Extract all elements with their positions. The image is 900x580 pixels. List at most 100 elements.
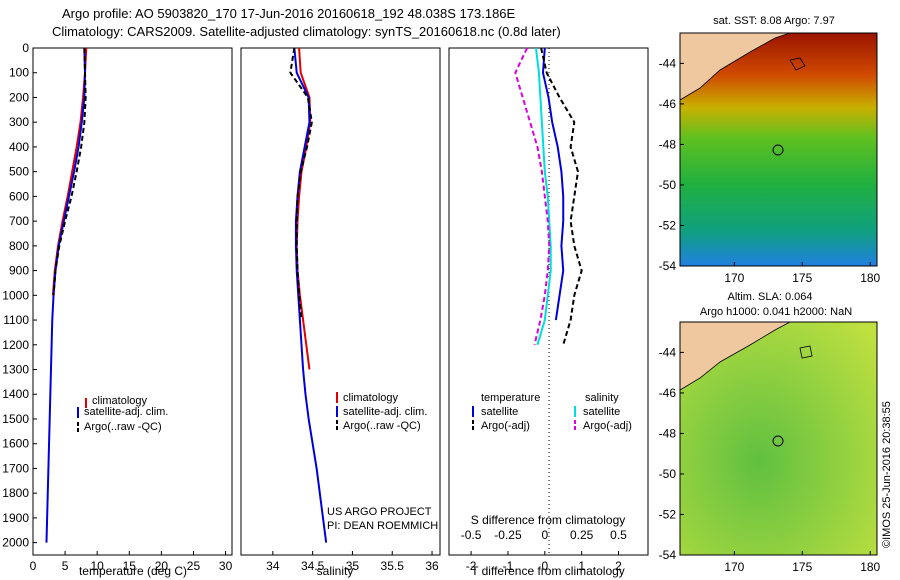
- temperature-legend: climatology satellite-adj. clim. Argo(..…: [77, 395, 168, 433]
- legend-s-argo: Argo(-adj): [583, 420, 632, 432]
- salinity-argo-line: [289, 47, 313, 321]
- legend-argo: Argo(..raw -QC): [84, 421, 162, 433]
- sla-map-subtitle: Argo h1000: 0.041 h2000: NaN: [700, 306, 852, 318]
- t-difference-xlabel: T difference from climatology: [471, 564, 625, 578]
- salinity-legend: climatology satellite-adj. clim. Argo(..…: [336, 392, 427, 432]
- x-tick-label: 15: [123, 559, 137, 573]
- s-diff-tick-label: 0.25: [570, 528, 594, 542]
- depth-tick-label: 600: [9, 189, 29, 203]
- s-diff-argo-line: [514, 47, 551, 346]
- depth-tick-label: 300: [9, 115, 29, 129]
- x-tick-label: 34.5: [301, 559, 325, 573]
- x-tick-label: 25: [187, 559, 201, 573]
- argo-line: [52, 47, 87, 296]
- lat-tick-label: -50: [659, 178, 677, 192]
- s-diff-satellite-line: [534, 47, 552, 346]
- x-tick-label: 0: [30, 559, 37, 573]
- depth-tick-label: 100: [9, 66, 29, 80]
- s-diff-tick-label: -0.5: [461, 528, 482, 542]
- sst-map-title: sat. SST: 8.08 Argo: 7.97: [713, 15, 835, 27]
- sla-lat-axis: -44 -46 -48 -50 -52 -54: [659, 345, 684, 562]
- lon-tick-label: 175: [792, 271, 812, 285]
- salinity-satellite-line: [293, 47, 328, 543]
- lon-tick-label: 170: [724, 271, 744, 285]
- legend-argo-s: Argo(..raw -QC): [343, 420, 421, 432]
- salinity-axes-frame: [240, 47, 441, 556]
- depth-tick-label: 0: [22, 41, 29, 55]
- legend-satellite-adj-s: satellite-adj. clim.: [343, 406, 427, 418]
- sst-argo-marker: [772, 144, 784, 156]
- t-diff-tick-label: 2: [615, 559, 622, 573]
- temperature-series: [45, 47, 88, 543]
- depth-tick-label: 1200: [2, 338, 29, 352]
- s-diff-tick-label: -0.25: [494, 528, 522, 542]
- sla-island-outline: [799, 345, 813, 359]
- legend-climatology: climatology: [92, 395, 148, 407]
- s-diff-tick-label: 0.5: [610, 528, 627, 542]
- sla-lon-axis: 170 175 180: [724, 551, 881, 574]
- x-tick-label: 34: [266, 559, 280, 573]
- header-line-1: Argo profile: AO 5903820_170 17-Jun-2016…: [62, 6, 516, 21]
- depth-tick-label: 700: [9, 214, 29, 228]
- x-tick-label: 35.5: [381, 559, 405, 573]
- lat-tick-label: -48: [659, 137, 677, 151]
- depth-tick-label: 900: [9, 264, 29, 278]
- x-tick-label: 20: [155, 559, 169, 573]
- legend-satellite-adj: satellite-adj. clim.: [84, 406, 168, 418]
- t-diff-tick-label: -2: [466, 559, 477, 573]
- lon-tick-label: 175: [792, 560, 812, 574]
- depth-tick-label: 500: [9, 165, 29, 179]
- x-tick-label: 36: [425, 559, 439, 573]
- difference-panel: -2 -1 0 1 2 -0.5 -0.25 0 0.25 0.5 T difference fr…: [448, 47, 649, 578]
- depth-tick-label: 2000: [2, 536, 29, 550]
- temperature-panel: 0100200300400500600700800900100011001200…: [2, 41, 232, 578]
- lat-tick-label: -44: [659, 56, 677, 70]
- s-difference-xlabel: S difference from climatology: [471, 513, 626, 527]
- legend-climatology-s: climatology: [343, 392, 399, 404]
- legend-t-satellite: satellite: [481, 406, 518, 418]
- t-diff-satellite-line: [541, 47, 565, 321]
- temperature-xaxis: 0 5 10 15 20 25 30: [30, 551, 233, 573]
- project-annotation: US ARGO PROJECT: [327, 506, 432, 518]
- sst-island-outline: [789, 57, 806, 71]
- difference-series: [514, 47, 583, 346]
- depth-tick-label: 400: [9, 140, 29, 154]
- sla-argo-marker: [772, 435, 784, 447]
- imos-timestamp: ©IMOS 25-Jun-2016 20:38:55: [881, 401, 893, 548]
- legend-s-satellite: satellite: [583, 406, 620, 418]
- t-diff-tick-label: 1: [578, 559, 585, 573]
- depth-tick-label: 1700: [2, 461, 29, 475]
- lat-tick-label: -54: [659, 259, 677, 273]
- salinity-xaxis: 34 34.5 35 35.5 36: [266, 551, 439, 573]
- t-diff-tick-label: 0: [541, 559, 548, 573]
- depth-tick-label: 200: [9, 90, 29, 104]
- depth-tick-label: 1600: [2, 437, 29, 451]
- t-diff-argo-line: [540, 47, 583, 346]
- lat-tick-label: -52: [659, 218, 677, 232]
- t-diff-tick-label: -1: [503, 559, 514, 573]
- sst-map-frame: [679, 32, 878, 267]
- lat-tick-label: -50: [659, 467, 677, 481]
- x-tick-label: 5: [62, 559, 69, 573]
- lon-tick-label: 180: [860, 271, 880, 285]
- lon-tick-label: 180: [860, 560, 880, 574]
- pi-annotation: PI: DEAN ROEMMICH: [327, 520, 438, 532]
- depth-tick-label: 1000: [2, 288, 29, 302]
- lat-tick-label: -44: [659, 345, 677, 359]
- legend-header-temperature: temperature: [481, 392, 540, 404]
- temperature-xlabel: temperature (deg C): [79, 564, 187, 578]
- lat-tick-label: -46: [659, 97, 677, 111]
- difference-xaxis: -2 -1 0 1 2 -0.5 -0.25 0 0.25 0.5: [461, 528, 627, 573]
- salinity-series: [289, 47, 328, 543]
- depth-tick-label: 1900: [2, 511, 29, 525]
- depth-tick-label: 1300: [2, 363, 29, 377]
- difference-legend: temperature salinity satellite Argo(-adj…: [472, 392, 632, 432]
- legend-header-salinity: salinity: [585, 392, 619, 404]
- sla-map-title: Altim. SLA: 0.064: [728, 291, 813, 303]
- lat-tick-label: -46: [659, 386, 677, 400]
- sst-lon-axis: 170 175 180: [724, 262, 881, 285]
- depth-tick-label: 800: [9, 239, 29, 253]
- lat-tick-label: -48: [659, 426, 677, 440]
- depth-tick-label: 1100: [3, 313, 29, 327]
